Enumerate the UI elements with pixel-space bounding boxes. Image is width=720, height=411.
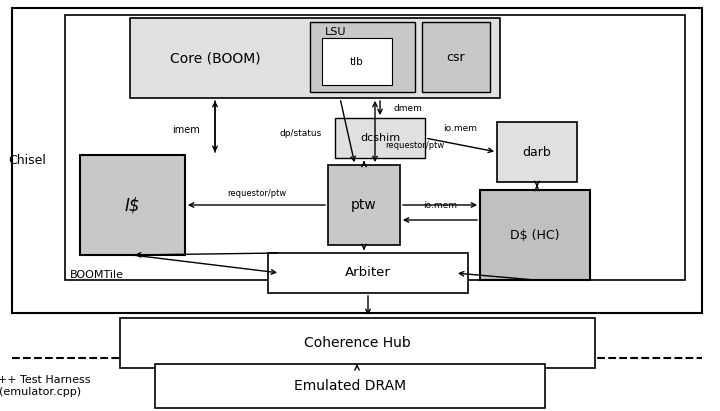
Text: darb: darb (523, 145, 552, 159)
Bar (322, 38, 392, 85)
Text: csr: csr (446, 51, 465, 64)
Bar (335, 118, 425, 158)
Text: Coherence Hub: Coherence Hub (304, 336, 410, 350)
Bar (422, 22, 490, 92)
Text: dcshim: dcshim (360, 133, 400, 143)
Text: dmem: dmem (393, 104, 422, 113)
Text: dp/status: dp/status (280, 129, 322, 138)
Bar (328, 165, 400, 245)
Bar (130, 18, 500, 98)
Text: BOOMTile: BOOMTile (70, 270, 124, 280)
Text: ptw: ptw (351, 198, 377, 212)
Bar (268, 253, 468, 293)
Text: io.mem: io.mem (423, 201, 457, 210)
Text: requestor/ptw: requestor/ptw (385, 141, 444, 150)
Text: D$ (HC): D$ (HC) (510, 229, 559, 242)
Text: Core (BOOM): Core (BOOM) (170, 51, 261, 65)
Text: LSU: LSU (325, 27, 346, 37)
Text: imem: imem (172, 125, 200, 135)
Text: Chisel: Chisel (8, 153, 46, 166)
Text: requestor/ptw: requestor/ptw (228, 189, 287, 198)
Text: C++ Test Harness
(emulator.cpp): C++ Test Harness (emulator.cpp) (0, 375, 90, 397)
Bar (310, 22, 415, 92)
Bar (480, 190, 590, 280)
Text: I$: I$ (125, 196, 140, 214)
Text: Arbiter: Arbiter (345, 266, 391, 279)
Text: tlb: tlb (350, 57, 364, 67)
Text: Emulated DRAM: Emulated DRAM (294, 379, 406, 393)
Text: io.mem: io.mem (443, 124, 477, 133)
Bar (80, 155, 185, 255)
Bar (497, 122, 577, 182)
Bar (12, 8, 702, 313)
Bar (65, 15, 685, 280)
Bar (120, 318, 595, 368)
Bar (155, 364, 545, 408)
